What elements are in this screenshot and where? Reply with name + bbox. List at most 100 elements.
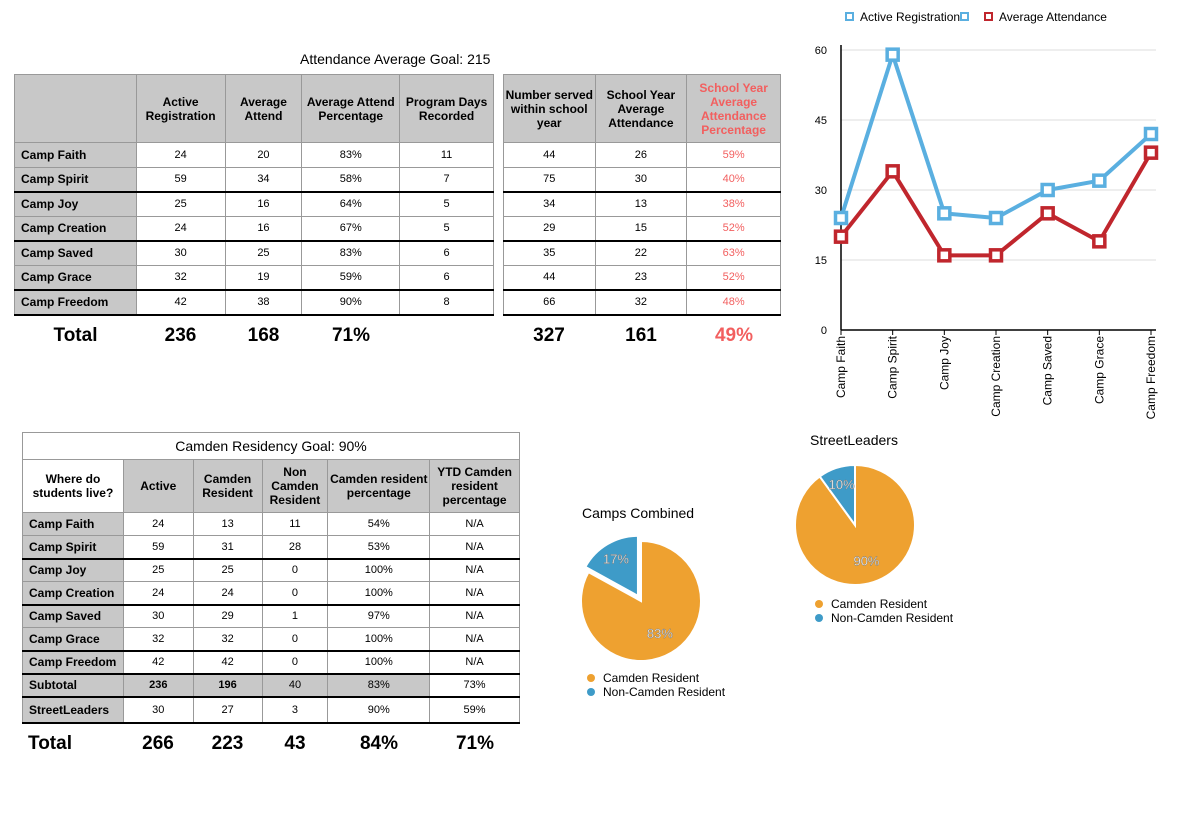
active-cell: 24 bbox=[135, 142, 226, 168]
header-non-camden: Non Camden Resident bbox=[261, 459, 329, 513]
program-days-cell: 8 bbox=[399, 289, 494, 316]
attendance-total-served: 327 bbox=[533, 325, 565, 346]
header-camden-pct: Camden resident percentage bbox=[327, 459, 431, 513]
residency-camp-cell: Camp Saved bbox=[22, 604, 124, 628]
residency-camp-cell: Camp Creation bbox=[22, 581, 124, 606]
table-row: Camp Creation 24 24 0 100% N/A bbox=[22, 581, 520, 606]
header-average-attend-percentage: Average Attend Percentage bbox=[301, 74, 401, 143]
table-row: Camp Spirit 59 31 28 53% N/A bbox=[22, 535, 520, 560]
camp-name-cell: Camp Joy bbox=[14, 191, 137, 217]
attendance-total-label: Total bbox=[53, 325, 98, 346]
x-tick-label: Camp Joy bbox=[937, 336, 951, 390]
y-tick-label: 45 bbox=[815, 115, 827, 127]
camden-pct-cell: 100% bbox=[327, 581, 431, 606]
active-cell: 42 bbox=[135, 289, 226, 316]
residency-total-pct: 84% bbox=[359, 733, 399, 754]
ytd-pct-cell: N/A bbox=[429, 535, 520, 560]
served-cell: 44 bbox=[503, 142, 596, 168]
x-tick-label: Camp Grace bbox=[1092, 336, 1106, 404]
sy-avg-cell: 30 bbox=[594, 167, 688, 193]
table-row: Camp Freedom 42 42 0 100% N/A bbox=[22, 650, 520, 675]
x-tick-label: Camp Spirit bbox=[886, 335, 900, 398]
sy-pct-cell: 40% bbox=[686, 167, 781, 193]
attendance-total-sy-avg: 161 bbox=[625, 325, 657, 346]
header-number-served: Number served within school year bbox=[503, 74, 596, 143]
table-row: 44 23 52% bbox=[503, 265, 781, 291]
residency-active-cell: 24 bbox=[122, 512, 194, 536]
camp-name-cell: Camp Spirit bbox=[14, 167, 137, 193]
legend-dot bbox=[815, 600, 823, 608]
sy-pct-cell: 48% bbox=[686, 289, 781, 316]
residency-total-camden: 223 bbox=[211, 733, 244, 754]
table-row: Camp Saved 30 29 1 97% N/A bbox=[22, 604, 520, 628]
avg-attend-cell: 20 bbox=[224, 142, 303, 168]
header-where-live: Where do students live? bbox=[22, 459, 124, 513]
table-row: Camp Joy 25 16 64% 5 bbox=[14, 191, 494, 217]
pie-slice bbox=[794, 463, 916, 586]
camden-pct-cell: 97% bbox=[327, 604, 431, 628]
pie-slice bbox=[584, 534, 639, 598]
non-camden-cell: 11 bbox=[261, 512, 329, 536]
sy-pct-cell: 63% bbox=[686, 240, 781, 266]
attend-pct-cell: 59% bbox=[301, 265, 401, 291]
camden-resident-cell: 27 bbox=[192, 696, 263, 724]
ytd-pct-cell: N/A bbox=[429, 650, 520, 675]
table-row: Subtotal 236 196 40 83% 73% bbox=[22, 673, 520, 698]
data-point bbox=[988, 210, 1004, 226]
served-cell: 35 bbox=[503, 240, 596, 266]
table-row: Camp Creation 24 16 67% 5 bbox=[14, 216, 494, 242]
camp-name-cell: Camp Freedom bbox=[14, 289, 137, 316]
non-camden-cell: 1 bbox=[261, 604, 329, 628]
data-point bbox=[1092, 173, 1107, 188]
camden-resident-cell: 25 bbox=[192, 558, 263, 582]
residency-camp-cell: Camp Joy bbox=[22, 558, 124, 582]
avg-attend-cell: 25 bbox=[224, 240, 303, 266]
pie-data-label: 17% bbox=[603, 552, 629, 567]
header-camden-resident: Camden Resident bbox=[192, 459, 263, 513]
pie-title: Camps Combined bbox=[582, 505, 694, 521]
residency-active-cell: 25 bbox=[122, 558, 194, 582]
series-line-active-registration bbox=[839, 52, 1153, 220]
legend-dot bbox=[587, 674, 595, 682]
table-row: Camp Spirit 59 34 58% 7 bbox=[14, 167, 494, 193]
camden-pct-cell: 83% bbox=[327, 673, 431, 698]
avg-attend-cell: 19 bbox=[224, 265, 303, 291]
active-cell: 25 bbox=[135, 191, 226, 217]
attendance-table: Active Registration Average Attend Avera… bbox=[14, 74, 494, 316]
x-tick-label: Camp Freedom bbox=[1144, 336, 1158, 419]
table-row: Camp Joy 25 25 0 100% N/A bbox=[22, 558, 520, 582]
avg-attend-cell: 38 bbox=[224, 289, 303, 316]
residency-active-cell: 24 bbox=[122, 581, 194, 606]
ytd-pct-cell: N/A bbox=[429, 512, 520, 536]
residency-total-active: 266 bbox=[142, 733, 174, 754]
header-active-registration: Active Registration bbox=[135, 74, 226, 143]
y-tick-label: 0 bbox=[821, 325, 827, 337]
residency-total-label: Total bbox=[28, 733, 72, 754]
streetleaders-pie: StreetLeaders 90% 10% Camden ResidentNon-Ca… bbox=[794, 432, 954, 625]
table-row: Camp Grace 32 32 0 100% N/A bbox=[22, 627, 520, 652]
table-row: Camp Grace 32 19 59% 6 bbox=[14, 265, 494, 291]
table-row: 75 30 40% bbox=[503, 167, 781, 193]
legend-label: Average Attendance bbox=[999, 10, 1107, 24]
table-row: 66 32 48% bbox=[503, 289, 781, 316]
legend-marker bbox=[984, 12, 993, 21]
data-point bbox=[937, 248, 952, 263]
residency-active-cell: 32 bbox=[122, 627, 194, 652]
pie-slice bbox=[580, 539, 702, 662]
attend-pct-cell: 67% bbox=[301, 216, 401, 242]
camden-pct-cell: 53% bbox=[327, 535, 431, 560]
served-cell: 66 bbox=[503, 289, 596, 316]
data-point bbox=[885, 164, 900, 179]
camden-resident-cell: 196 bbox=[192, 673, 263, 698]
y-tick-label: 60 bbox=[815, 45, 827, 57]
header-ytd-camden-pct: YTD Camden resident percentage bbox=[429, 459, 520, 513]
non-camden-cell: 40 bbox=[261, 673, 329, 698]
residency-camp-cell: StreetLeaders bbox=[22, 696, 124, 724]
attend-pct-cell: 90% bbox=[301, 289, 401, 316]
sy-pct-cell: 52% bbox=[686, 216, 781, 242]
non-camden-cell: 0 bbox=[261, 558, 329, 582]
camden-resident-cell: 29 bbox=[192, 604, 263, 628]
attendance-total-active: 236 bbox=[164, 325, 197, 346]
attendance-total-pct: 71% bbox=[331, 325, 371, 346]
table-row: 29 15 52% bbox=[503, 216, 781, 242]
